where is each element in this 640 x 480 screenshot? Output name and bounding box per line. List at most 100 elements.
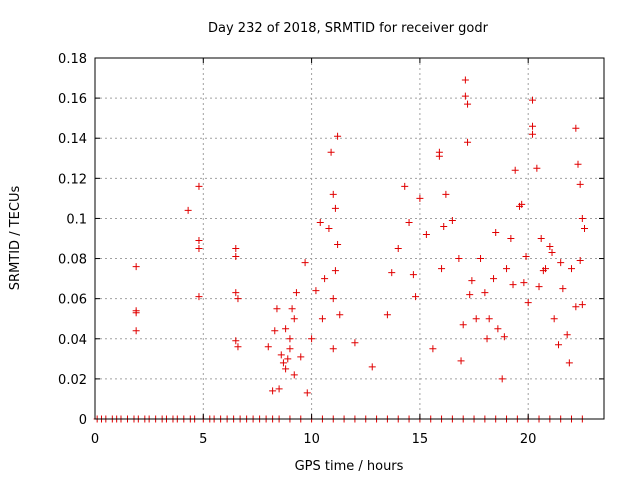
- data-point: [288, 305, 296, 313]
- data-point: [518, 200, 526, 208]
- data-point: [464, 100, 472, 108]
- data-point: [232, 289, 240, 297]
- data-point: [422, 230, 430, 238]
- data-point: [494, 325, 502, 333]
- grid-lines: [95, 58, 604, 419]
- plot-frame: [94, 57, 605, 420]
- data-point: [490, 275, 498, 283]
- data-point: [438, 265, 446, 273]
- data-point: [559, 285, 567, 293]
- data-point: [429, 345, 437, 353]
- data-point: [234, 295, 242, 303]
- data-point: [461, 76, 469, 84]
- data-point: [277, 351, 285, 359]
- axis-ticks: [94, 57, 604, 420]
- chart-title: Day 232 of 2018, SRMTID for receiver god…: [208, 21, 489, 36]
- data-point: [286, 345, 294, 353]
- data-point: [503, 265, 511, 273]
- data-point: [388, 269, 396, 277]
- data-point: [442, 190, 450, 198]
- data-point: [481, 289, 489, 297]
- data-point: [232, 253, 240, 261]
- data-point: [537, 235, 545, 242]
- data-point: [321, 275, 329, 283]
- y-tick-label: 0.12: [58, 172, 87, 187]
- data-point: [572, 124, 580, 132]
- data-point: [383, 311, 391, 319]
- y-tick-label: 0.02: [58, 373, 87, 388]
- data-point: [351, 339, 359, 347]
- data-point: [459, 321, 467, 329]
- data-point: [318, 315, 326, 323]
- data-point: [578, 214, 586, 222]
- data-point: [440, 222, 448, 230]
- data-point: [132, 309, 140, 317]
- data-point: [368, 363, 376, 371]
- data-point: [290, 371, 298, 379]
- data-point: [292, 289, 300, 297]
- data-point: [303, 389, 311, 397]
- data-point: [539, 267, 547, 275]
- data-point: [336, 311, 344, 319]
- y-tick-label: 0.16: [58, 92, 87, 107]
- data-point: [522, 253, 530, 261]
- x-tick-label: 10: [303, 432, 320, 447]
- data-point: [195, 293, 203, 301]
- y-tick-labels: 0 0.02 0.04 0.06 0.08 0.1 0.12 0.14 0.16 0.18: [58, 52, 87, 428]
- data-point: [563, 331, 571, 339]
- data-point: [331, 267, 339, 275]
- data-point: [472, 315, 480, 323]
- data-point: [312, 287, 320, 295]
- data-point: [435, 148, 443, 156]
- data-point: [334, 132, 342, 140]
- data-point: [234, 343, 242, 351]
- data-point: [576, 180, 584, 188]
- y-tick-label: 0.14: [58, 132, 87, 147]
- data-point: [457, 357, 465, 365]
- data-point: [331, 204, 339, 212]
- data-point: [132, 263, 140, 271]
- data-point: [557, 259, 565, 267]
- data-point: [195, 237, 203, 245]
- data-point: [334, 241, 342, 249]
- data-point: [461, 92, 469, 100]
- data-point: [195, 182, 203, 190]
- data-point: [282, 365, 290, 373]
- data-point: [468, 277, 476, 285]
- data-point: [297, 353, 305, 361]
- data-point: [269, 387, 277, 395]
- data-point: [485, 315, 493, 323]
- data-point: [455, 255, 463, 263]
- data-point: [568, 265, 576, 273]
- data-point: [316, 218, 324, 226]
- data-point: [578, 301, 586, 309]
- data-point: [533, 164, 541, 172]
- data-point: [500, 333, 508, 341]
- data-point: [232, 337, 240, 345]
- data-point: [477, 255, 485, 263]
- data-point: [565, 359, 573, 367]
- data-point: [301, 259, 309, 267]
- data-point: [195, 245, 203, 253]
- data-point: [492, 228, 500, 236]
- data-point: [271, 327, 279, 335]
- data-point: [394, 245, 402, 253]
- data-point: [184, 206, 192, 214]
- data-point: [509, 281, 517, 289]
- data-point: [412, 293, 420, 301]
- data-point: [498, 375, 506, 383]
- data-point: [529, 130, 537, 138]
- data-point: [507, 235, 515, 242]
- y-tick-label: 0.08: [58, 253, 87, 268]
- y-tick-label: 0.18: [58, 52, 87, 67]
- data-point: [409, 271, 417, 279]
- data-point: [546, 243, 554, 251]
- x-tick-labels: 0 5 10 15 20: [91, 432, 537, 447]
- data-point: [464, 138, 472, 146]
- data-point: [548, 249, 556, 257]
- x-tick-label: 0: [91, 432, 99, 447]
- data-point: [550, 315, 558, 323]
- data-point: [555, 341, 563, 349]
- y-axis-label: SRMTID / TECUs: [8, 186, 23, 291]
